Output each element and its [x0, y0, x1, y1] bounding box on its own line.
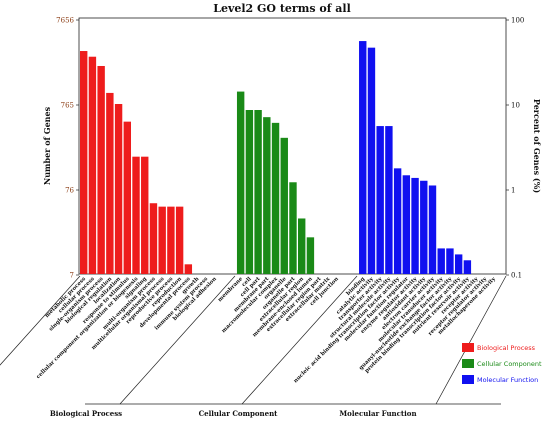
group-label: Molecular Function [339, 409, 416, 418]
bar [149, 203, 158, 274]
group-labels: Biological Process Cellular Component Mole… [50, 409, 417, 418]
bar [385, 126, 393, 274]
bar [245, 109, 254, 274]
bar [393, 168, 402, 274]
y-axis-right-title: Percent of Genes (%) [532, 99, 542, 193]
category-label: membrane [217, 276, 244, 303]
bar [289, 182, 297, 274]
bar [463, 260, 472, 274]
bar [402, 175, 411, 274]
bar [306, 237, 315, 274]
y-axis-right-ticks: 100 10 1 0.1 [506, 17, 524, 280]
bar [263, 117, 271, 275]
y-right-tick-label: 1 [511, 187, 515, 195]
legend-label: Cellular Component [477, 360, 542, 368]
bar [428, 185, 437, 274]
bar [88, 56, 97, 274]
y-axis-left-title: Number of Genes [42, 106, 52, 185]
bar [411, 177, 419, 274]
legend-label: Molecular Function [477, 376, 538, 384]
y-left-tick-label: 7656 [56, 17, 74, 25]
group-label: Biological Process [50, 409, 122, 418]
bar [376, 126, 384, 274]
bar [437, 248, 445, 274]
bar [367, 47, 376, 274]
bar [175, 206, 184, 274]
bar [167, 206, 175, 274]
legend-label: Biological Process [477, 344, 536, 352]
group-bracket-divider [119, 275, 236, 405]
bar [80, 51, 88, 275]
bar [158, 206, 166, 274]
bar [298, 218, 306, 274]
bar [114, 104, 123, 274]
bars [80, 41, 472, 275]
chart-title: Level2 GO terms of all [213, 2, 351, 15]
bar [184, 264, 193, 274]
bar [123, 121, 131, 275]
legend-swatch [462, 375, 474, 384]
legend-swatch [462, 359, 474, 368]
y-right-tick-label: 10 [511, 102, 520, 110]
bar [454, 254, 463, 274]
bar [446, 248, 454, 274]
bar [236, 91, 245, 274]
bar [97, 65, 105, 274]
group-bracket-divider [0, 275, 81, 366]
y-left-tick-label: 7 [70, 272, 74, 280]
group-bracket-divider [435, 275, 507, 405]
group-bracket [0, 275, 507, 405]
bar [141, 156, 149, 274]
bar [280, 137, 288, 274]
group-label: Cellular Component [199, 409, 279, 418]
legend: Biological Process Cellular Component Mole… [462, 343, 542, 384]
y-axis-left-ticks: 7656 765 76 7 [56, 17, 79, 280]
legend-swatch [462, 343, 474, 352]
bar [271, 122, 280, 274]
bar [359, 41, 367, 275]
y-right-tick-label: 100 [511, 17, 524, 25]
category-label: cell [241, 276, 253, 288]
bar [106, 92, 114, 274]
bar [254, 109, 262, 274]
y-left-tick-label: 76 [65, 187, 74, 195]
y-left-tick-label: 765 [61, 102, 74, 110]
bar [420, 180, 428, 274]
y-right-tick-label: 0.1 [511, 272, 522, 280]
group-bracket-divider [241, 275, 358, 405]
bar [132, 156, 140, 274]
